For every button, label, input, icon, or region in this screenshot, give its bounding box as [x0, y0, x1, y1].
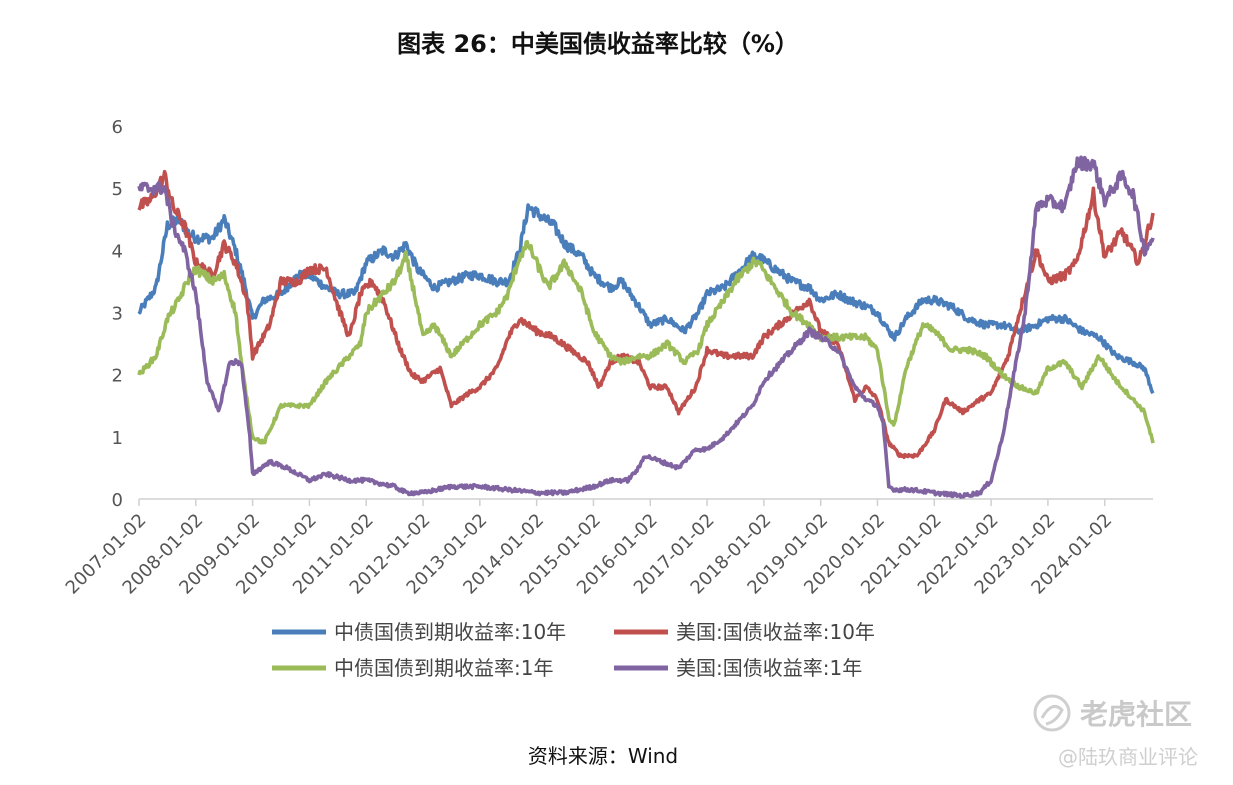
- legend-item-us1: 美国:国债收益率:1年: [614, 656, 862, 680]
- x-axis: 2007-01-022008-01-022009-01-022010-01-02…: [62, 498, 1153, 599]
- watermark-sub: @陆玖商业评论: [1058, 745, 1198, 769]
- series-line-us10: [137, 169, 1155, 460]
- legend: 中债国债到期收益率:10年 美国:国债收益率:10年 中债国债到期收益率:1年 …: [272, 620, 875, 680]
- series-line-cn1: [137, 239, 1155, 445]
- tiger-logo-icon: [1033, 694, 1071, 732]
- y-tick-label: 6: [112, 117, 123, 138]
- y-tick-label: 5: [112, 179, 123, 200]
- y-tick-label: 0: [112, 490, 123, 511]
- legend-label-cn1: 中债国债到期收益率:1年: [334, 656, 553, 680]
- legend-label-us1: 美国:国债收益率:1年: [676, 656, 862, 680]
- series-line-us1: [137, 155, 1155, 499]
- source-note: 资料来源：Wind: [528, 744, 678, 768]
- legend-item-us10: 美国:国债收益率:10年: [614, 620, 875, 644]
- y-tick-label: 3: [112, 304, 123, 325]
- watermark-main: 老虎社区: [1080, 698, 1192, 731]
- plot-area: [137, 155, 1155, 499]
- chart-title: 图表 26：中美国债收益率比较（%）: [397, 30, 799, 58]
- y-tick-label: 2: [112, 366, 123, 387]
- legend-item-cn10: 中债国债到期收益率:10年: [272, 620, 566, 644]
- y-axis: 0 1 2 3 4 5 6: [112, 117, 123, 511]
- legend-item-cn1: 中债国债到期收益率:1年: [272, 656, 553, 680]
- legend-label-us10: 美国:国债收益率:10年: [676, 620, 875, 644]
- legend-label-cn10: 中债国债到期收益率:10年: [334, 620, 566, 644]
- series-line-cn10: [137, 203, 1155, 395]
- watermark: 老虎社区 @陆玖商业评论: [1033, 694, 1198, 769]
- y-tick-label: 4: [112, 241, 123, 262]
- y-tick-label: 1: [112, 428, 123, 449]
